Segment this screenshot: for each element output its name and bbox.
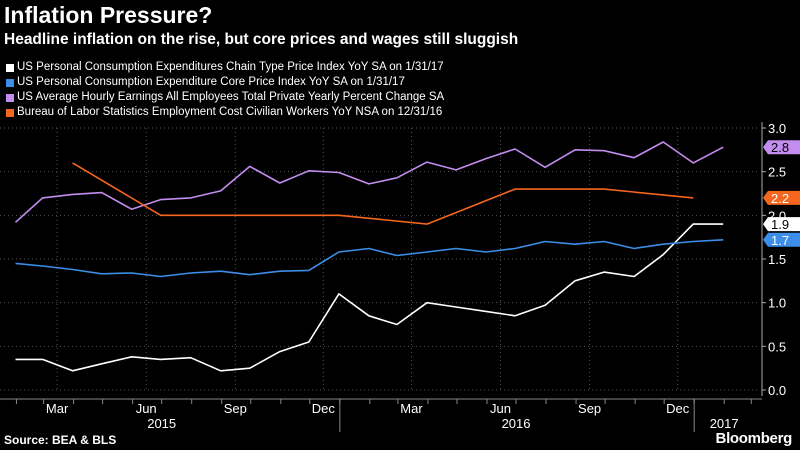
y-tick-label: 2.5 [768, 165, 786, 180]
chart-title: Inflation Pressure? [4, 2, 213, 28]
legend-item-pce-core: US Personal Consumption Expenditure Core… [6, 75, 444, 90]
x-year-label: 2017 [710, 416, 739, 431]
legend-swatch [6, 78, 14, 87]
value-tag-bg [763, 190, 800, 205]
value-tag-bg [763, 217, 800, 232]
legend-label: US Average Hourly Earnings All Employees… [17, 91, 445, 103]
label-layer: 2.8 2.2 1.91.7 [763, 140, 800, 248]
chart-legend: US Personal Consumption Expenditures Cha… [6, 60, 444, 120]
series-layer [14, 141, 724, 372]
series-line-1 [15, 239, 724, 278]
x-tick-label: Sep [224, 401, 247, 416]
y-tick-label: 3.0 [768, 121, 786, 136]
value-tag-label: 2.8 [771, 140, 789, 155]
legend-item-hourly-earnings: US Average Hourly Earnings All Employees… [6, 90, 444, 105]
legend-swatch [6, 63, 14, 72]
grid-layer [0, 127, 760, 391]
legend-item-employment-cost: Bureau of Labor Statistics Employment Co… [6, 105, 444, 120]
legend-label: US Personal Consumption Expenditures Cha… [17, 61, 444, 73]
x-tick-label: Jun [490, 401, 511, 416]
legend-label: Bureau of Labor Statistics Employment Co… [17, 106, 443, 118]
legend-swatch [6, 108, 14, 117]
value-tag-label: 1.7 [771, 233, 789, 248]
x-tick-label: Jun [136, 401, 157, 416]
value-tag-0: 1.9 [763, 217, 800, 232]
series-line-2 [14, 141, 724, 223]
chart-subtitle: Headline inflation on the rise, but core… [4, 31, 519, 48]
y-tick-label: 0.5 [768, 339, 786, 354]
value-tag-bg [763, 140, 800, 155]
legend-swatch [6, 93, 14, 102]
legend-label: US Personal Consumption Expenditure Core… [17, 76, 405, 88]
legend-item-pce-headline: US Personal Consumption Expenditures Cha… [6, 60, 444, 75]
x-tick-label: Mar [400, 401, 423, 416]
value-tag-1: 1.7 [763, 232, 800, 248]
brand-logo: Bloomberg [715, 430, 793, 447]
value-tag-bg [763, 232, 800, 247]
x-year-label: 2016 [502, 416, 531, 431]
y-tick-label: 1.5 [768, 252, 786, 267]
source-note: Source: BEA & BLS [4, 433, 117, 447]
series-line-3 [72, 162, 694, 225]
value-tag-label: 1.9 [771, 217, 789, 232]
x-tick-label: Dec [312, 401, 336, 416]
value-tag-3: 2.2 [763, 190, 800, 206]
x-tick-label: Mar [46, 401, 69, 416]
x-tick-label: Sep [578, 401, 601, 416]
value-tag-label: 2.2 [771, 191, 789, 206]
x-year-label: 2015 [147, 416, 176, 431]
y-tick-label: 1.0 [768, 296, 786, 311]
series-line-0 [15, 223, 724, 372]
y-tick-label: 0.0 [768, 383, 786, 398]
value-tag-2: 2.8 [763, 140, 800, 155]
x-tick-label: Dec [666, 401, 690, 416]
